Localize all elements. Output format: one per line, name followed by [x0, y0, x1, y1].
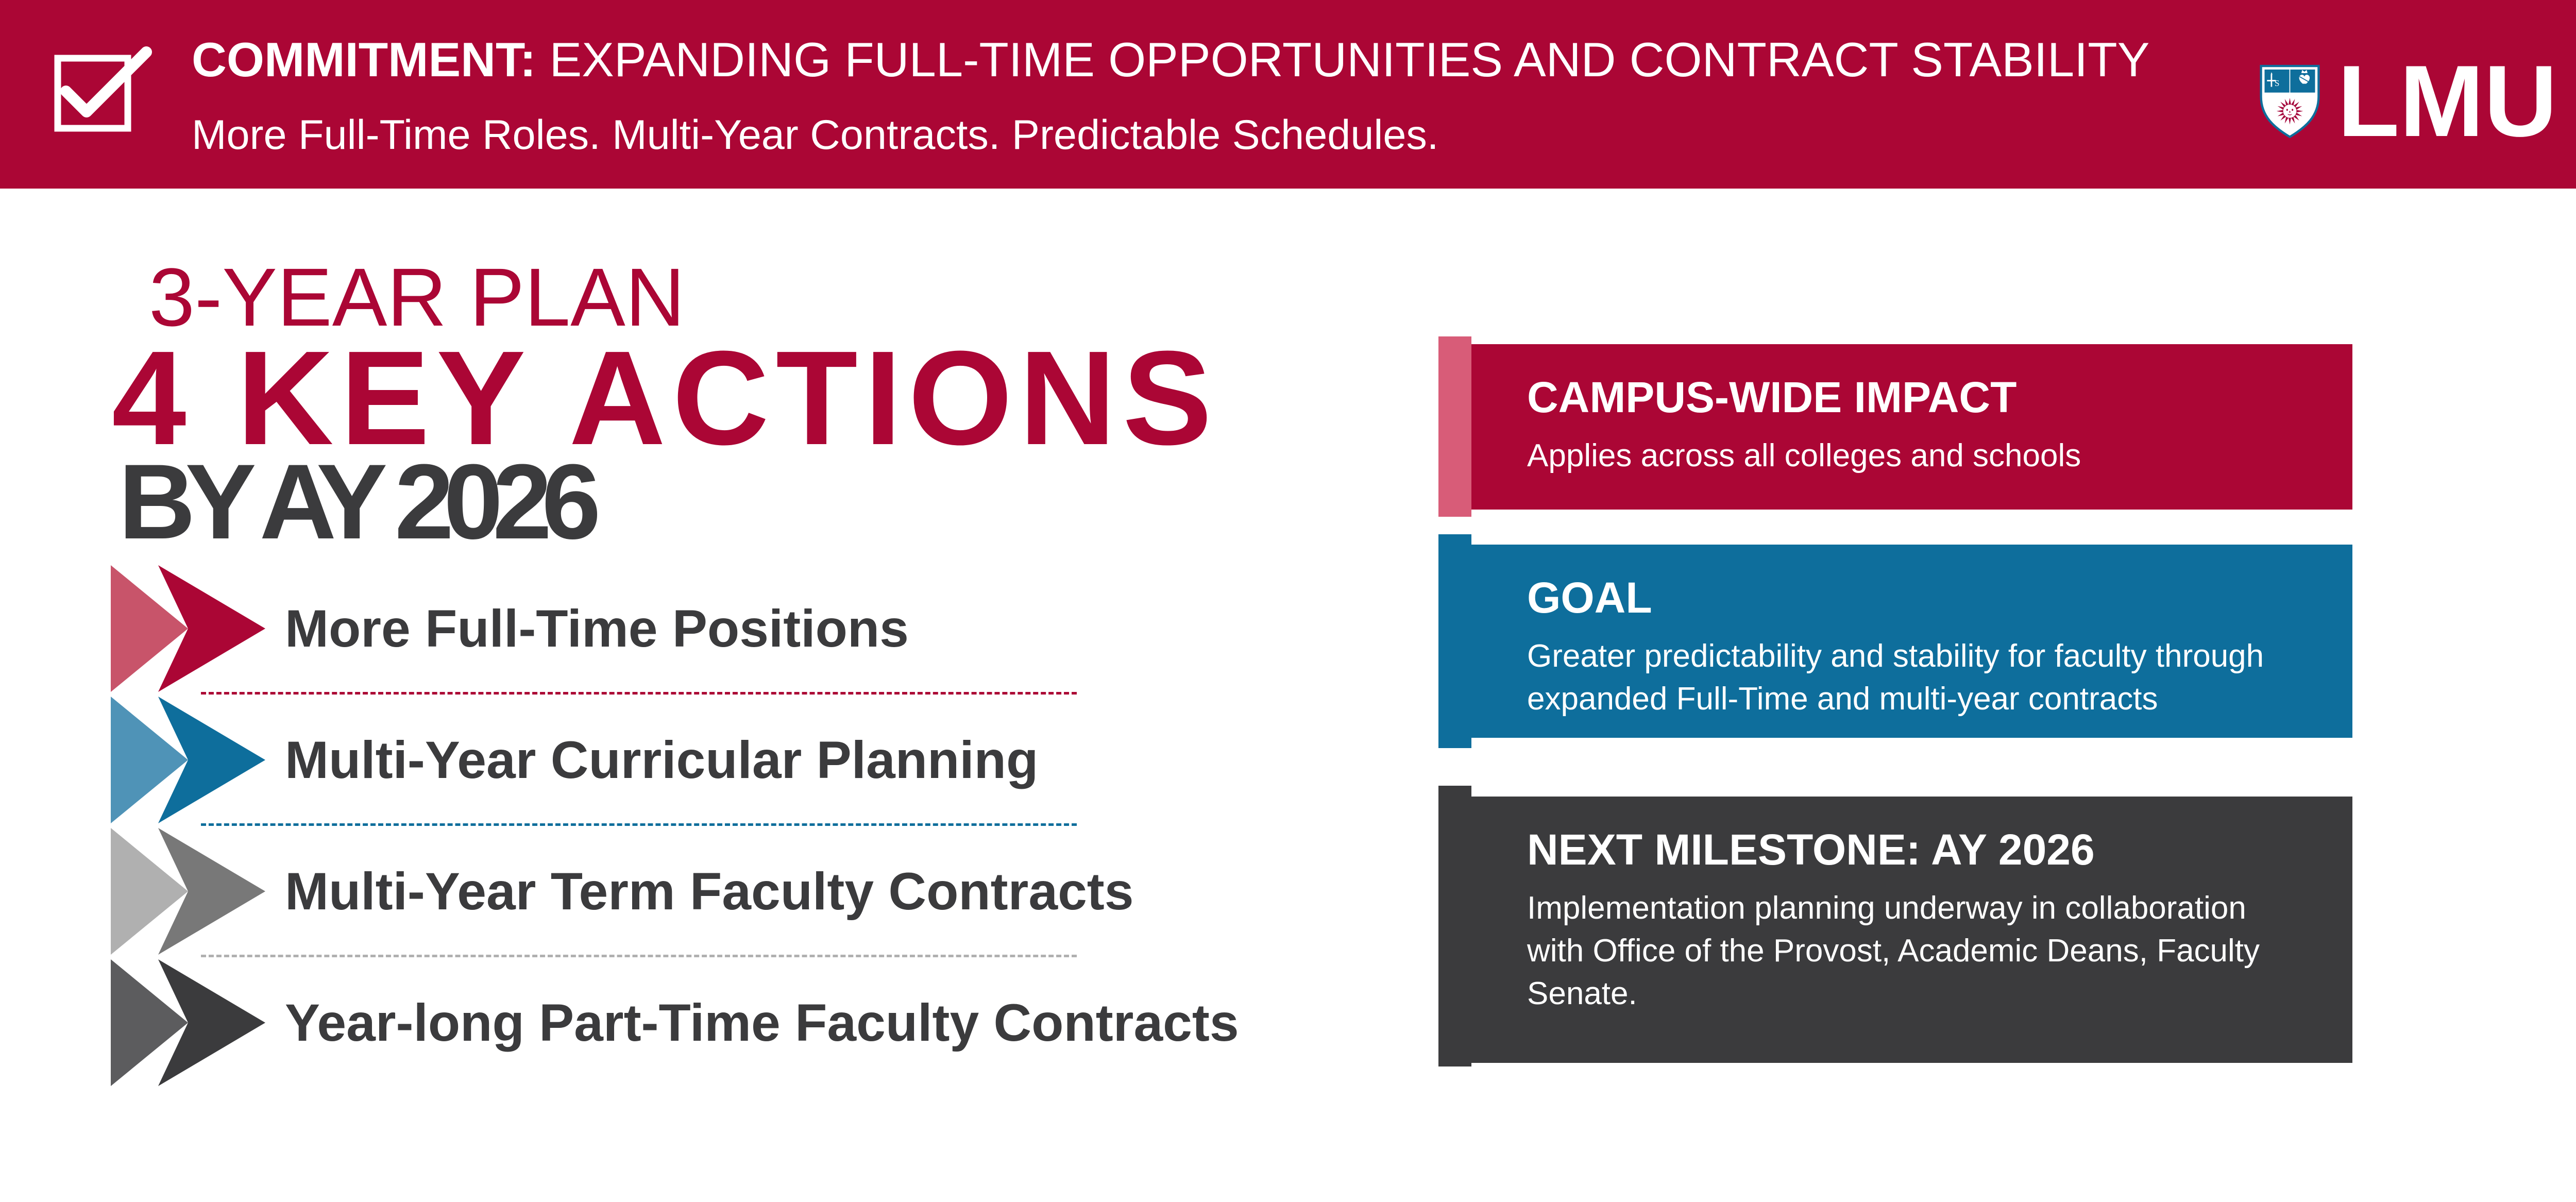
- svg-text:S: S: [2275, 78, 2280, 88]
